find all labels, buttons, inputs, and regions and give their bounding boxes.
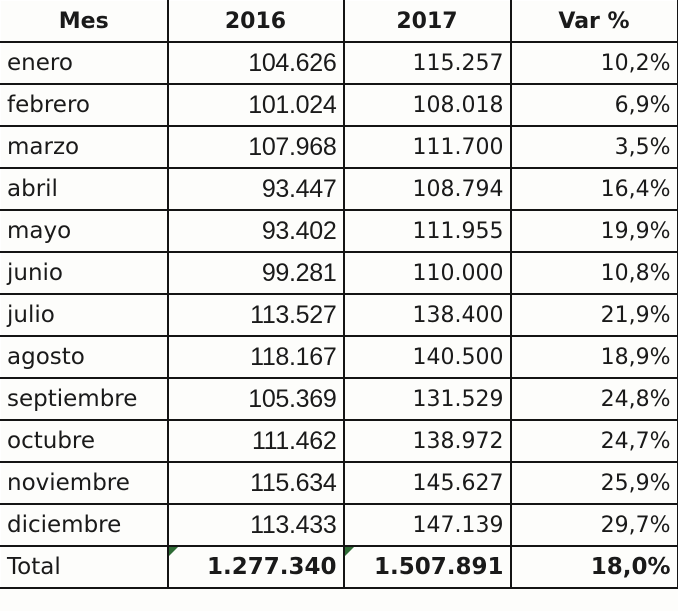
cell-mes[interactable]: junio [0, 251, 169, 295]
cell-mes[interactable]: agosto [0, 335, 169, 379]
cell-2017[interactable]: 138.400 [342, 293, 512, 337]
table-row: septiembre 105.369 131.529 24,8% [0, 377, 678, 421]
cell-total-var[interactable]: 18,0% [509, 545, 678, 589]
cell-var[interactable]: 10,8% [509, 251, 678, 295]
table-row: diciembre 113.433 147.139 29,7% [0, 503, 678, 547]
cell-total-2017[interactable]: 1.507.891 [342, 545, 512, 589]
total-2017-value: 1.507.891 [374, 554, 504, 580]
cell-var[interactable]: 16,4% [509, 167, 678, 211]
table-row: junio 99.281 110.000 10,8% [0, 251, 678, 295]
header-row: Mes 2016 2017 Var % [0, 0, 678, 43]
cell-2016[interactable]: 101.024 [166, 83, 345, 127]
cell-var[interactable]: 24,8% [509, 377, 678, 421]
table-row: julio 113.527 138.400 21,9% [0, 293, 678, 337]
cell-var[interactable]: 3,5% [509, 125, 678, 169]
table-row: enero 104.626 115.257 10,2% [0, 41, 678, 85]
header-var-pct[interactable]: Var % [509, 0, 678, 43]
total-row: Total 1.277.340 1.507.891 18,0% [0, 545, 678, 589]
table-row: octubre 111.462 138.972 24,7% [0, 419, 678, 463]
cell-2016[interactable]: 111.462 [166, 419, 345, 463]
cell-mes[interactable]: febrero [0, 83, 169, 127]
header-2017[interactable]: 2017 [342, 0, 512, 43]
cell-2017[interactable]: 115.257 [342, 41, 512, 85]
cell-2016[interactable]: 115.634 [166, 461, 345, 505]
cell-2016[interactable]: 104.626 [166, 41, 345, 85]
cell-mes[interactable]: abril [0, 167, 169, 211]
header-2016[interactable]: 2016 [166, 0, 345, 43]
header-mes[interactable]: Mes [0, 0, 169, 43]
table-row: abril 93.447 108.794 16,4% [0, 167, 678, 211]
cell-mes[interactable]: diciembre [0, 503, 169, 547]
monthly-comparison-table: Mes 2016 2017 Var % enero 104.626 115.25… [0, 0, 678, 589]
cell-2017[interactable]: 131.529 [342, 377, 512, 421]
cell-2017[interactable]: 111.700 [342, 125, 512, 169]
formula-error-indicator-icon [345, 548, 354, 556]
cell-2017[interactable]: 111.955 [342, 209, 512, 253]
cell-mes[interactable]: mayo [0, 209, 169, 253]
table-row: noviembre 115.634 145.627 25,9% [0, 461, 678, 505]
cell-mes[interactable]: octubre [0, 419, 169, 463]
cell-2016[interactable]: 99.281 [166, 251, 345, 295]
table-row: febrero 101.024 108.018 6,9% [0, 83, 678, 127]
cell-2017[interactable]: 138.972 [342, 419, 512, 463]
cell-total-label[interactable]: Total [0, 545, 169, 589]
cell-var[interactable]: 29,7% [509, 503, 678, 547]
cell-2016[interactable]: 107.968 [166, 125, 345, 169]
cell-2017[interactable]: 110.000 [342, 251, 512, 295]
cell-mes[interactable]: julio [0, 293, 169, 337]
cell-2017[interactable]: 145.627 [342, 461, 512, 505]
formula-error-indicator-icon [169, 548, 178, 556]
table-row: agosto 118.167 140.500 18,9% [0, 335, 678, 379]
cell-mes[interactable]: noviembre [0, 461, 169, 505]
total-2016-value: 1.277.340 [207, 554, 337, 580]
cell-2017[interactable]: 140.500 [342, 335, 512, 379]
cell-2016[interactable]: 93.402 [166, 209, 345, 253]
cell-var[interactable]: 25,9% [509, 461, 678, 505]
cell-var[interactable]: 19,9% [509, 209, 678, 253]
cell-var[interactable]: 10,2% [509, 41, 678, 85]
cell-total-2016[interactable]: 1.277.340 [166, 545, 345, 589]
cell-var[interactable]: 6,9% [509, 83, 678, 127]
cell-2016[interactable]: 113.433 [166, 503, 345, 547]
table-row: marzo 107.968 111.700 3,5% [0, 125, 678, 169]
cell-2016[interactable]: 93.447 [166, 167, 345, 211]
cell-2017[interactable]: 108.018 [342, 83, 512, 127]
cell-2016[interactable]: 118.167 [166, 335, 345, 379]
cell-2017[interactable]: 147.139 [342, 503, 512, 547]
cell-2017[interactable]: 108.794 [342, 167, 512, 211]
cell-var[interactable]: 21,9% [509, 293, 678, 337]
cell-2016[interactable]: 113.527 [166, 293, 345, 337]
table-row: mayo 93.402 111.955 19,9% [0, 209, 678, 253]
cell-var[interactable]: 24,7% [509, 419, 678, 463]
cell-mes[interactable]: septiembre [0, 377, 169, 421]
cell-mes[interactable]: enero [0, 41, 169, 85]
cell-2016[interactable]: 105.369 [166, 377, 345, 421]
cell-mes[interactable]: marzo [0, 125, 169, 169]
cell-var[interactable]: 18,9% [509, 335, 678, 379]
